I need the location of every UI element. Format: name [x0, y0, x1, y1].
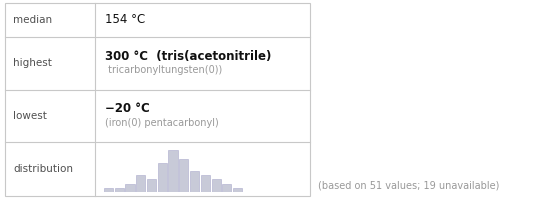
Bar: [179, 159, 188, 192]
Bar: [5, 3, 310, 196]
Bar: [147, 179, 156, 192]
Bar: [168, 150, 177, 192]
Text: distribution: distribution: [13, 164, 73, 174]
Bar: [211, 179, 221, 192]
Text: median: median: [13, 15, 52, 25]
Text: −20 °C: −20 °C: [105, 102, 150, 115]
Bar: [126, 184, 134, 192]
Text: tricarbonyltungsten(0)): tricarbonyltungsten(0)): [105, 65, 222, 75]
Text: 154 °C: 154 °C: [105, 13, 145, 26]
Bar: [201, 175, 210, 192]
Text: 300 °C  (tris(acetonitrile): 300 °C (tris(acetonitrile): [105, 50, 271, 63]
Bar: [190, 171, 199, 192]
Bar: [222, 184, 232, 192]
Text: highest: highest: [13, 58, 52, 68]
Bar: [104, 188, 113, 192]
Bar: [233, 188, 242, 192]
Text: lowest: lowest: [13, 111, 47, 121]
Bar: [115, 188, 124, 192]
Bar: [158, 163, 167, 192]
Text: (iron(0) pentacarbonyl): (iron(0) pentacarbonyl): [105, 118, 219, 128]
Bar: [136, 175, 145, 192]
Text: (based on 51 values; 19 unavailable): (based on 51 values; 19 unavailable): [318, 181, 500, 191]
